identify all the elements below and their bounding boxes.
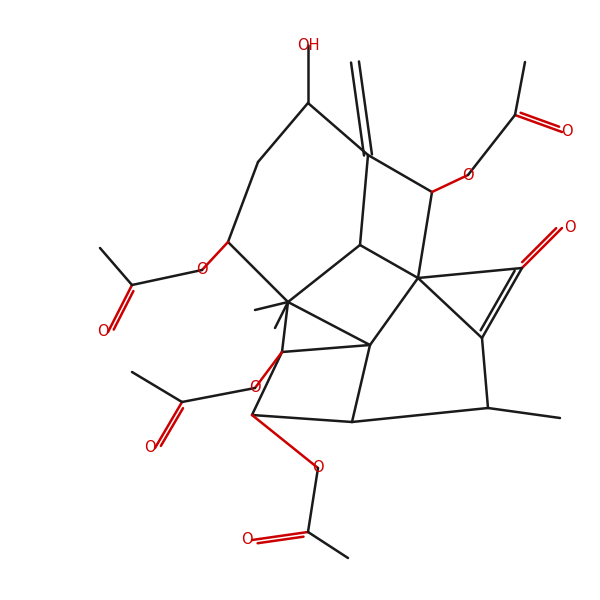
Text: O: O bbox=[249, 380, 261, 395]
Text: O: O bbox=[196, 263, 208, 277]
Text: O: O bbox=[241, 533, 253, 547]
Text: O: O bbox=[462, 167, 474, 182]
Text: O: O bbox=[144, 440, 156, 455]
Text: O: O bbox=[97, 325, 109, 340]
Text: O: O bbox=[312, 461, 324, 475]
Text: O: O bbox=[561, 124, 573, 139]
Text: OH: OH bbox=[297, 37, 319, 52]
Text: O: O bbox=[564, 220, 576, 235]
